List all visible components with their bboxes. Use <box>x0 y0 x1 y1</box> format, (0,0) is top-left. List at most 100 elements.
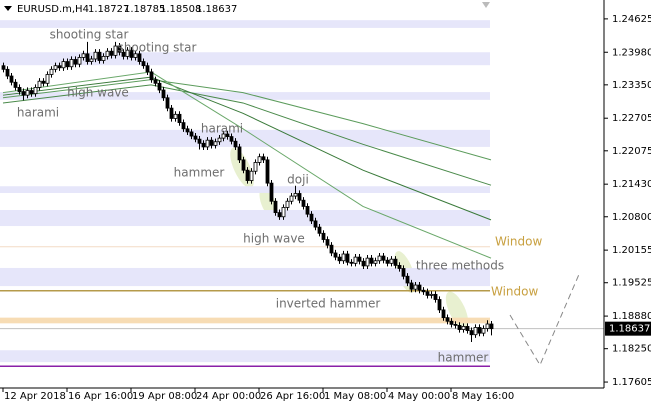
candle-body <box>5 68 10 77</box>
candle-body <box>37 80 42 88</box>
candle-body <box>417 284 422 291</box>
y-tick-label: 1.19525 <box>612 278 651 289</box>
price-band <box>0 317 490 324</box>
pattern-label: shooting star <box>118 41 197 55</box>
candle-body <box>385 259 390 264</box>
pattern-label: harami <box>201 122 243 136</box>
candle-body <box>69 59 74 68</box>
low-value: 1.18508 <box>160 4 201 15</box>
candle-body <box>33 87 38 95</box>
candle-body <box>421 289 426 293</box>
candle-body <box>337 256 342 262</box>
candle-body <box>361 260 366 267</box>
y-tick-label: 1.17605 <box>612 377 651 388</box>
candle-body <box>161 89 166 99</box>
candle-body <box>481 328 486 334</box>
x-tick-label: 26 Apr 16:00 <box>260 391 325 402</box>
moving-average <box>2 71 492 259</box>
current-price-label: 1.18637 <box>609 324 650 335</box>
candle-body <box>285 200 290 208</box>
price-zone <box>0 92 490 100</box>
candle-body <box>245 169 250 181</box>
pattern-label: high wave <box>67 86 129 100</box>
candle-body <box>261 156 266 161</box>
candle-body <box>77 57 82 65</box>
candle-body <box>137 53 142 62</box>
candle-body <box>313 220 318 228</box>
candle-body <box>325 239 330 246</box>
candle-body <box>141 61 146 67</box>
symbol: EURUSD.m,H4 <box>17 4 89 15</box>
candle-body <box>377 255 382 262</box>
x-tick-label: 19 Apr 08:00 <box>132 391 197 402</box>
candle-body <box>265 159 270 184</box>
candle-body <box>65 61 70 68</box>
candle-body <box>121 51 126 57</box>
y-tick-label: 1.22075 <box>612 146 651 157</box>
candle-body <box>153 79 158 84</box>
candle-body <box>317 226 322 234</box>
candle-body <box>369 257 374 264</box>
candle-body <box>357 256 362 262</box>
open-value: 1.18727 <box>88 4 129 15</box>
candle-body <box>81 53 86 58</box>
candle-body <box>201 142 206 148</box>
y-tick-label: 1.23980 <box>612 47 651 58</box>
candle-body <box>197 138 202 144</box>
candle-body <box>429 293 434 296</box>
candle-body <box>445 317 450 322</box>
moving-average <box>2 79 492 161</box>
current-price-box <box>605 321 651 336</box>
candle-body <box>289 195 294 202</box>
candle-body <box>413 284 418 290</box>
pattern-label: harami <box>17 106 59 120</box>
scroll-marker <box>482 2 490 8</box>
candle-body <box>185 128 190 133</box>
candle-body <box>225 133 230 137</box>
candle-body <box>237 146 242 161</box>
candle-body <box>209 139 214 146</box>
candle-body <box>269 182 274 202</box>
candle-body <box>321 232 326 240</box>
candle-body <box>489 323 494 330</box>
price-zone <box>0 210 490 227</box>
candle-body <box>353 256 358 264</box>
menu-arrow[interactable] <box>4 6 12 11</box>
candle-body <box>453 323 458 326</box>
candle-body <box>281 207 286 218</box>
candle-body <box>53 65 58 70</box>
candle-body <box>477 327 482 334</box>
pattern-highlight <box>259 186 277 218</box>
candle-body <box>129 49 134 58</box>
candle-body <box>485 323 490 329</box>
pattern-label: hammer <box>174 166 225 180</box>
candle-body <box>181 122 186 130</box>
candle-body <box>409 282 414 290</box>
y-tick-label: 1.24625 <box>612 14 651 25</box>
candle-body <box>85 53 90 62</box>
background-layer <box>0 20 604 368</box>
candle-body <box>345 253 350 263</box>
candle-body <box>241 159 246 171</box>
candle-body <box>253 162 258 172</box>
candle-body <box>297 193 302 201</box>
forecast-path <box>509 271 581 367</box>
candle-body <box>109 50 114 56</box>
candle-body <box>105 50 110 57</box>
y-tick-label: 1.18250 <box>612 344 651 355</box>
pattern-label: high wave <box>243 232 305 246</box>
candle-body <box>97 51 102 61</box>
candle-body <box>425 291 430 296</box>
candle-body <box>57 65 62 69</box>
candle-body <box>41 80 46 84</box>
candle-body <box>177 113 182 124</box>
candle-body <box>329 244 334 254</box>
pattern-label: inverted hammer <box>276 297 381 311</box>
candle-body <box>473 327 478 336</box>
candle-body <box>101 55 106 61</box>
window-label: Window <box>491 285 539 299</box>
candle-body <box>433 293 438 300</box>
candle-body <box>117 45 122 53</box>
y-tick-label: 1.21430 <box>612 179 651 190</box>
candle-body <box>125 49 130 57</box>
